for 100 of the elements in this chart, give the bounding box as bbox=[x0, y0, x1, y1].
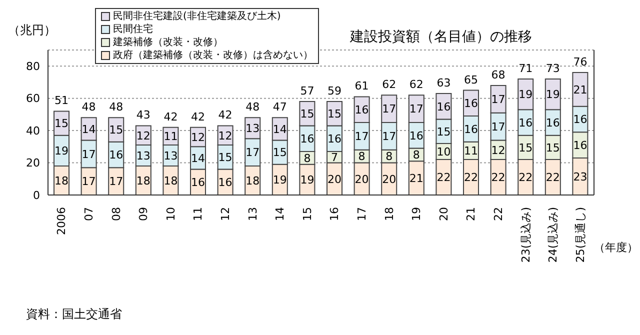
data-label: 22 bbox=[436, 171, 451, 184]
data-label: 18 bbox=[246, 174, 260, 188]
data-label: 16 bbox=[409, 129, 424, 142]
y-tick-label: 60 bbox=[26, 92, 40, 106]
total-label: 63 bbox=[436, 76, 451, 90]
data-label: 16 bbox=[436, 100, 451, 114]
x-tick-label: 08 bbox=[110, 207, 123, 221]
data-label: 13 bbox=[164, 149, 178, 162]
data-label: 16 bbox=[191, 176, 206, 190]
data-label: 19 bbox=[546, 88, 560, 102]
data-label: 17 bbox=[246, 146, 260, 160]
x-tick-label: 14 bbox=[274, 207, 287, 221]
x-tick-label: 13 bbox=[246, 207, 260, 221]
total-label: 43 bbox=[136, 108, 150, 122]
total-label: 42 bbox=[218, 108, 232, 122]
data-label: 15 bbox=[518, 141, 533, 154]
x-tick-label: 22 bbox=[492, 207, 505, 221]
data-label: 16 bbox=[464, 122, 478, 136]
data-label: 8 bbox=[358, 150, 366, 164]
total-label: 51 bbox=[54, 94, 69, 108]
data-label: 13 bbox=[136, 149, 150, 162]
data-label: 15 bbox=[436, 125, 451, 138]
data-label: 12 bbox=[191, 130, 206, 144]
data-label: 18 bbox=[54, 174, 69, 188]
data-label: 23 bbox=[573, 170, 588, 184]
y-tick-label: 80 bbox=[26, 60, 40, 74]
data-label: 11 bbox=[164, 130, 178, 144]
total-label: 62 bbox=[382, 78, 396, 92]
total-label: 73 bbox=[546, 62, 560, 75]
total-label: 68 bbox=[491, 68, 506, 82]
data-label: 11 bbox=[464, 144, 478, 158]
x-tick-label: 07 bbox=[82, 207, 96, 221]
data-label: 12 bbox=[218, 129, 232, 142]
x-tick-label: 23(見込み) bbox=[519, 207, 532, 263]
data-label: 22 bbox=[518, 171, 533, 184]
data-label: 22 bbox=[464, 171, 478, 184]
data-label: 16 bbox=[518, 116, 533, 130]
x-tick-label: 25(見通し) bbox=[574, 207, 587, 263]
total-label: 76 bbox=[573, 56, 588, 69]
data-label: 7 bbox=[331, 151, 338, 164]
legend-label: 政府（建築補修（改装・改修）は含めない） bbox=[113, 49, 313, 62]
x-tick-label: 11 bbox=[192, 207, 205, 221]
data-label: 15 bbox=[546, 141, 560, 154]
data-label: 16 bbox=[546, 116, 560, 130]
data-label: 15 bbox=[218, 151, 232, 164]
data-label: 17 bbox=[382, 102, 396, 116]
data-label: 15 bbox=[328, 108, 342, 121]
y-axis-title: （兆円） bbox=[8, 22, 56, 39]
total-label: 59 bbox=[328, 84, 342, 98]
total-label: 48 bbox=[82, 100, 96, 114]
data-label: 16 bbox=[573, 113, 588, 126]
data-label: 15 bbox=[54, 117, 69, 130]
data-label: 19 bbox=[272, 174, 287, 187]
legend-label: 建築補修（改装・改修） bbox=[113, 36, 223, 49]
data-label: 10 bbox=[436, 145, 451, 158]
total-label: 71 bbox=[518, 62, 533, 75]
x-axis-title: （年度） bbox=[594, 240, 638, 255]
x-tick-label: 18 bbox=[382, 207, 396, 221]
data-label: 15 bbox=[300, 108, 314, 121]
data-label: 17 bbox=[109, 175, 124, 188]
data-label: 16 bbox=[218, 176, 232, 190]
data-label: 17 bbox=[354, 130, 369, 144]
data-label: 20 bbox=[354, 172, 369, 186]
data-label: 13 bbox=[246, 122, 260, 136]
data-label: 14 bbox=[82, 122, 96, 136]
data-label: 8 bbox=[304, 152, 311, 165]
total-label: 62 bbox=[409, 78, 424, 92]
data-label: 18 bbox=[136, 174, 150, 188]
x-tick-label: 20 bbox=[437, 207, 450, 221]
data-label: 16 bbox=[300, 132, 314, 146]
data-label: 17 bbox=[82, 148, 96, 161]
total-label: 57 bbox=[300, 84, 314, 98]
total-label: 42 bbox=[164, 110, 178, 124]
x-tick-label: 12 bbox=[218, 207, 232, 221]
x-tick-label: 24(見込み) bbox=[546, 207, 560, 263]
data-label: 21 bbox=[409, 172, 424, 185]
data-label: 12 bbox=[136, 129, 150, 142]
total-label: 42 bbox=[191, 110, 206, 124]
chart-title: 建設投資額（名目値）の推移 bbox=[350, 28, 532, 46]
x-tick-label: 21 bbox=[464, 207, 478, 221]
data-label: 17 bbox=[82, 175, 96, 188]
data-label: 16 bbox=[354, 104, 369, 117]
x-tick-label: 15 bbox=[300, 207, 314, 221]
data-label: 14 bbox=[272, 122, 287, 136]
data-label: 22 bbox=[546, 171, 560, 184]
total-label: 48 bbox=[109, 100, 124, 114]
x-tick-label: 2006 bbox=[55, 207, 68, 235]
data-label: 17 bbox=[409, 102, 424, 116]
x-tick-label: 19 bbox=[410, 207, 424, 221]
data-label: 8 bbox=[386, 150, 393, 164]
data-label: 17 bbox=[491, 120, 506, 134]
data-label: 20 bbox=[382, 172, 396, 186]
x-tick-label: 16 bbox=[328, 207, 342, 221]
data-label: 16 bbox=[109, 148, 124, 162]
data-label: 15 bbox=[272, 146, 287, 160]
data-label: 18 bbox=[164, 174, 178, 188]
y-tick-label: 20 bbox=[26, 156, 40, 170]
text: 資料：国土交通省 bbox=[26, 306, 122, 323]
data-label: 16 bbox=[328, 132, 342, 146]
x-tick-label: 09 bbox=[137, 207, 150, 221]
